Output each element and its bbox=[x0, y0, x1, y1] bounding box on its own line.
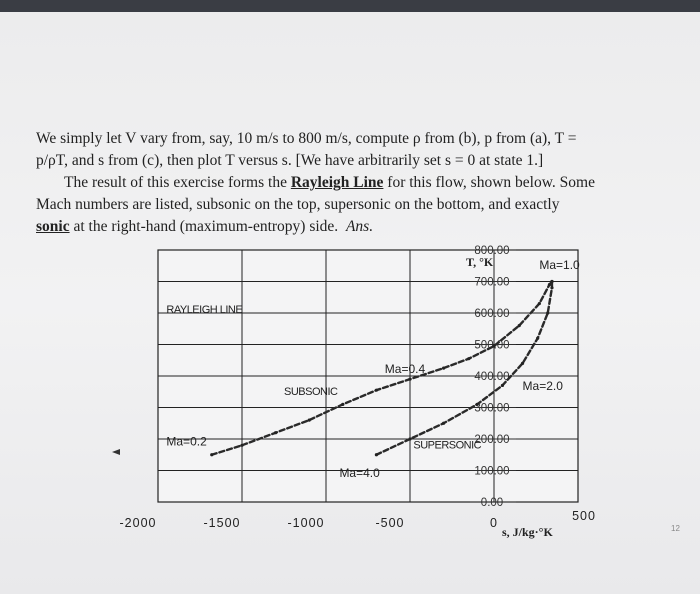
x-tick-label: -1500 bbox=[204, 516, 241, 530]
series-point bbox=[517, 324, 521, 328]
chart-annotation: Ma=1.0 bbox=[539, 258, 580, 272]
series-point bbox=[550, 286, 554, 290]
y-tick-label: 700.00 bbox=[474, 277, 509, 289]
series-point bbox=[500, 383, 504, 388]
x-tick-label: -2000 bbox=[120, 516, 157, 530]
y-tick-label: 800.00 bbox=[474, 245, 509, 257]
sonic-term: sonic bbox=[36, 218, 70, 235]
page-number: 12 bbox=[671, 524, 680, 533]
text-line: p/ρT, and s from (c), then plot T versus… bbox=[36, 152, 544, 169]
series-point bbox=[374, 453, 378, 457]
y-tick-label: 0.00 bbox=[481, 497, 503, 509]
series-point bbox=[341, 402, 345, 406]
text-line: Mach numbers are listed, subsonic on the… bbox=[36, 196, 560, 213]
y-tick-label: 600.00 bbox=[474, 308, 509, 320]
series-point bbox=[374, 388, 378, 392]
series-point bbox=[442, 421, 446, 425]
series-point bbox=[537, 301, 541, 306]
text-line: The result of this exercise forms the Ra… bbox=[64, 174, 595, 191]
series-point bbox=[550, 279, 554, 284]
y-axis-label: T, °K bbox=[466, 255, 494, 269]
series-point bbox=[475, 402, 479, 406]
top-band bbox=[0, 0, 700, 12]
series-point bbox=[307, 418, 311, 422]
rayleigh-line-term: Rayleigh Line bbox=[290, 174, 384, 191]
series-point bbox=[408, 377, 412, 381]
series-line-supersonic bbox=[375, 280, 554, 456]
text-line: sonic at the right-hand (maximum-entropy… bbox=[36, 218, 374, 235]
series-point bbox=[240, 443, 244, 447]
x-tick-label: 500 bbox=[572, 509, 596, 523]
chart-annotation: Ma=0.2 bbox=[166, 434, 207, 448]
chart-annotation: SUBSONIC bbox=[284, 386, 338, 398]
series-point bbox=[520, 361, 525, 365]
chart-annotation: SUPERSONIC bbox=[413, 439, 481, 451]
series-point bbox=[492, 344, 496, 348]
answer-marker: Ans. bbox=[345, 218, 374, 235]
text-line: We simply let V vary from, say, 10 m/s t… bbox=[36, 130, 577, 147]
series-line-subsonic bbox=[210, 280, 554, 456]
arrow-marker bbox=[112, 449, 120, 455]
series-point bbox=[274, 431, 278, 435]
series-point bbox=[546, 311, 550, 315]
series-point bbox=[536, 336, 540, 340]
x-tick-label: 0 bbox=[490, 516, 498, 530]
x-tick-label: -1000 bbox=[288, 516, 325, 530]
series-point bbox=[547, 283, 552, 287]
chart-annotation: RAYLEIGH LINE bbox=[166, 304, 242, 316]
y-tick-label: 200.00 bbox=[474, 434, 509, 446]
chart-annotation: Ma=2.0 bbox=[523, 379, 564, 393]
series-point bbox=[408, 437, 412, 441]
chart-annotation: Ma=4.0 bbox=[339, 466, 380, 480]
y-tick-label: 100.00 bbox=[474, 466, 509, 478]
y-tick-label: 300.00 bbox=[474, 403, 509, 415]
y-tick-label: 400.00 bbox=[474, 371, 509, 383]
x-tick-label: -500 bbox=[375, 516, 404, 530]
series-point bbox=[467, 357, 471, 361]
chart-annotation: Ma=0.4 bbox=[385, 362, 426, 376]
solution-paragraph: We simply let V vary from, say, 10 m/s t… bbox=[36, 128, 682, 238]
y-tick-label: 500.00 bbox=[474, 340, 509, 352]
series-point bbox=[442, 366, 446, 370]
x-axis-label: s, J/kg·°K bbox=[502, 525, 553, 539]
series-point bbox=[210, 453, 214, 457]
